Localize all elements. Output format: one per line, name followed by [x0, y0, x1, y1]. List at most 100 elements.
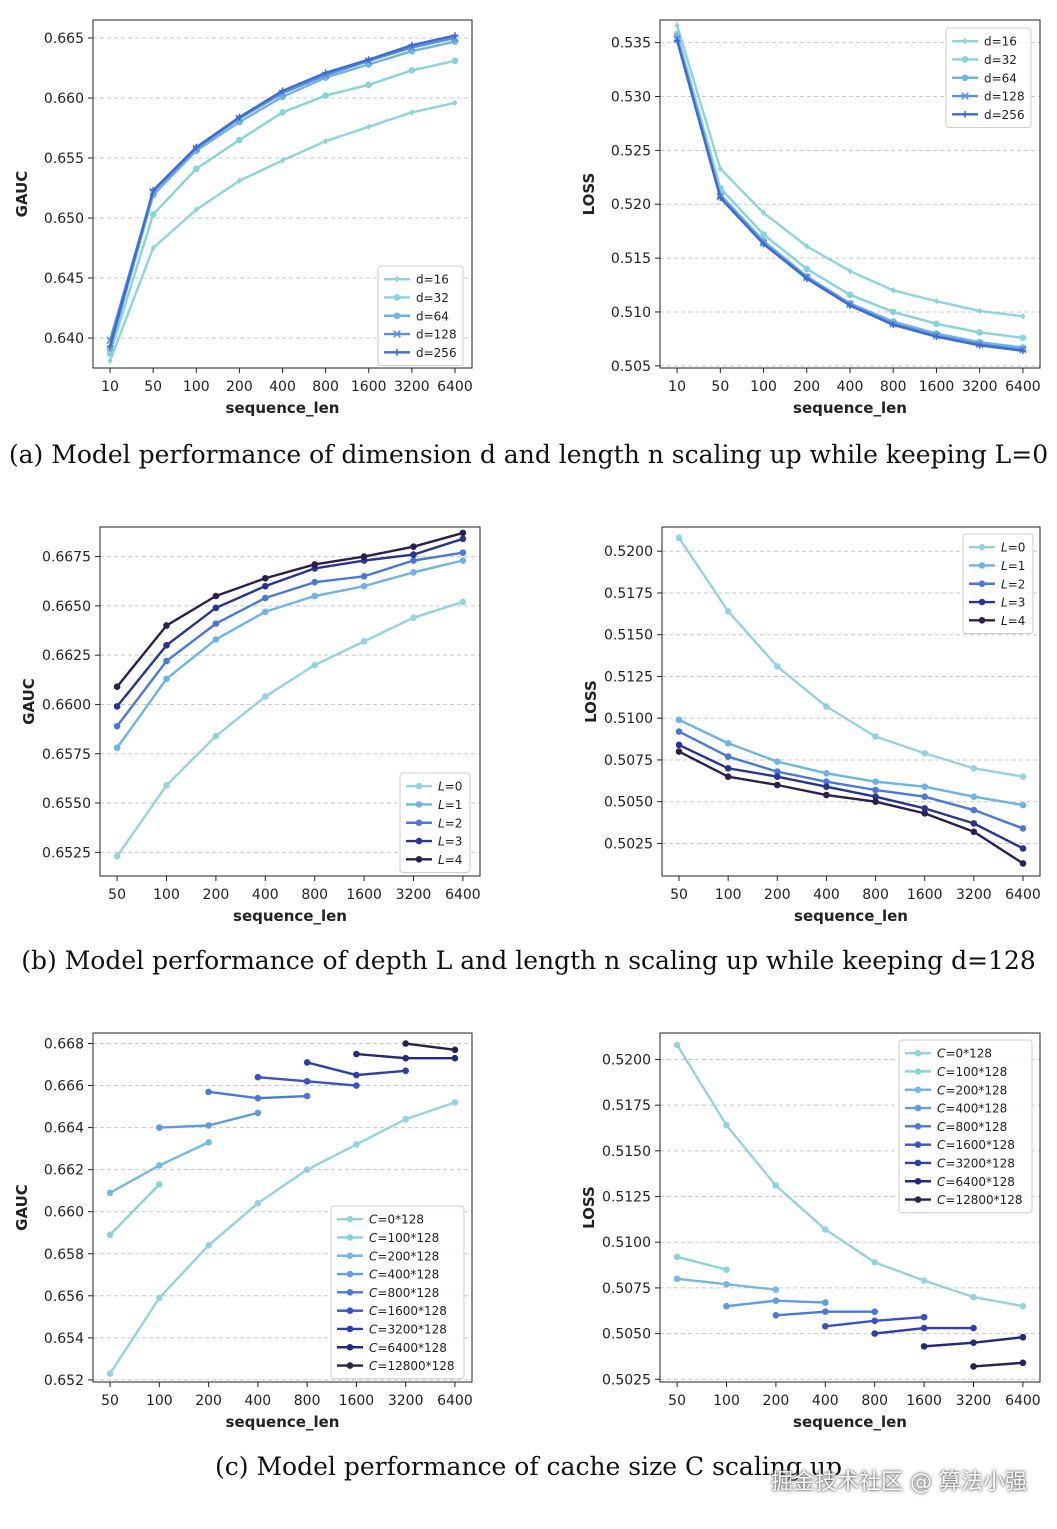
series-C=3200*128	[871, 1324, 977, 1337]
data-point	[872, 786, 879, 794]
x-tick-label: 800	[312, 379, 339, 395]
series-L=0	[113, 598, 467, 860]
legend-marker	[978, 598, 986, 606]
legend-box	[377, 265, 464, 366]
data-point	[402, 1067, 409, 1075]
x-tick-label: 6400	[437, 1393, 473, 1409]
x-axis-label: sequence_len	[793, 399, 907, 417]
data-point	[205, 1122, 212, 1129]
x-tick-label: 10	[668, 379, 686, 395]
data-point	[772, 1297, 780, 1304]
data-point	[459, 598, 467, 606]
data-point	[889, 321, 897, 329]
data-point	[254, 1073, 262, 1081]
data-point	[1019, 801, 1027, 809]
legend-marker	[978, 562, 986, 569]
y-tick-label: 0.656	[44, 1289, 84, 1305]
data-point	[933, 320, 940, 328]
plot-frame	[92, 19, 473, 369]
data-point	[1019, 1302, 1027, 1310]
data-point	[366, 123, 372, 131]
legend-marker	[961, 111, 969, 118]
legend-label: C=1600*128	[369, 1304, 447, 1318]
series-C=6400*128	[920, 1333, 1027, 1350]
plot-frame	[92, 1032, 473, 1383]
data-point	[970, 828, 978, 836]
series-C=400*128	[723, 1297, 829, 1310]
y-tick-label: 0.5125	[602, 1190, 651, 1206]
data-point	[163, 675, 170, 683]
data-point	[353, 1082, 360, 1089]
data-point	[772, 1312, 780, 1319]
series-C=200*128	[106, 1139, 212, 1197]
series-L=4	[675, 748, 1027, 867]
data-point	[322, 69, 329, 77]
data-point	[1019, 334, 1027, 342]
legend-label: d=16	[416, 273, 449, 287]
y-tick-label: 0.5175	[604, 586, 653, 602]
y-tick-label: 0.668	[44, 1037, 84, 1053]
data-point	[674, 22, 680, 29]
data-point	[675, 741, 683, 749]
series-line	[116, 600, 464, 857]
y-tick-label: 0.5050	[604, 795, 653, 811]
chart-a-gauc: 0.640 0.645 0.650 0.655 0.660 0.665 10 50 100 200…	[13, 19, 473, 417]
legend: C=0*128 C=100*128 C=200*128 C=400*128 C=800*…	[330, 1205, 465, 1380]
data-point	[107, 357, 113, 365]
legend-marker	[393, 330, 401, 338]
x-tick-label: 200	[763, 1393, 790, 1409]
series-C=100*128	[106, 1181, 163, 1239]
data-point	[822, 1226, 829, 1233]
data-point	[150, 244, 156, 252]
data-point	[1019, 347, 1027, 355]
data-point	[279, 157, 286, 164]
data-point	[847, 267, 853, 275]
data-point	[872, 778, 879, 785]
legend-label: d=32	[416, 291, 449, 305]
x-tick-label: 1600	[906, 1393, 942, 1409]
data-point	[803, 275, 811, 282]
chart-c-loss: 0.5025 0.5050 0.5075 0.5100 0.5125 0.5150 0.51…	[580, 1032, 1041, 1431]
x-tick-label: 50	[108, 887, 126, 903]
legend-marker	[346, 1270, 354, 1278]
x-tick-label: 50	[711, 379, 729, 395]
x-tick-label: 6400	[1005, 1393, 1041, 1409]
x-tick-label: 100	[713, 1393, 740, 1409]
x-tick-label: 200	[203, 887, 230, 903]
series-C=12800*128	[970, 1359, 1027, 1370]
x-tick-label: 6400	[437, 379, 473, 395]
x-tick-label: 200	[226, 379, 253, 395]
data-point	[106, 350, 114, 357]
legend-marker	[346, 1234, 354, 1241]
legend: L=0 L=1 L=2 L=3 L=4	[962, 533, 1034, 634]
series-line	[676, 1255, 727, 1271]
watermark: 掘金技术社区 @ 算法小强	[771, 1470, 1027, 1495]
legend-marker	[978, 617, 986, 624]
series-C=400*128	[156, 1109, 262, 1131]
y-axis-label: GAUC	[20, 678, 38, 725]
legend-marker	[415, 819, 423, 827]
data-point	[976, 342, 983, 349]
data-point	[279, 109, 286, 116]
legend-marker	[914, 1159, 922, 1167]
data-point	[970, 1363, 977, 1370]
data-point	[113, 722, 121, 730]
series-d=32	[673, 30, 1027, 342]
data-point	[360, 572, 368, 580]
x-tick-label: 50	[668, 1393, 686, 1409]
legend-marker	[346, 1343, 354, 1351]
data-point	[360, 638, 368, 645]
series-C=12800*128	[402, 1040, 459, 1054]
series-line	[676, 1044, 1024, 1308]
data-point	[773, 663, 781, 670]
y-tick-label: 0.664	[44, 1121, 84, 1137]
x-tick-label: 50	[670, 887, 688, 903]
data-point	[360, 553, 368, 560]
data-point	[717, 165, 723, 172]
legend-label: C=6400*128	[937, 1175, 1015, 1189]
y-tick-label: 0.652	[44, 1373, 84, 1389]
data-point	[113, 683, 121, 691]
data-point	[920, 1324, 928, 1332]
data-point	[920, 1313, 928, 1321]
data-point	[353, 1071, 360, 1079]
